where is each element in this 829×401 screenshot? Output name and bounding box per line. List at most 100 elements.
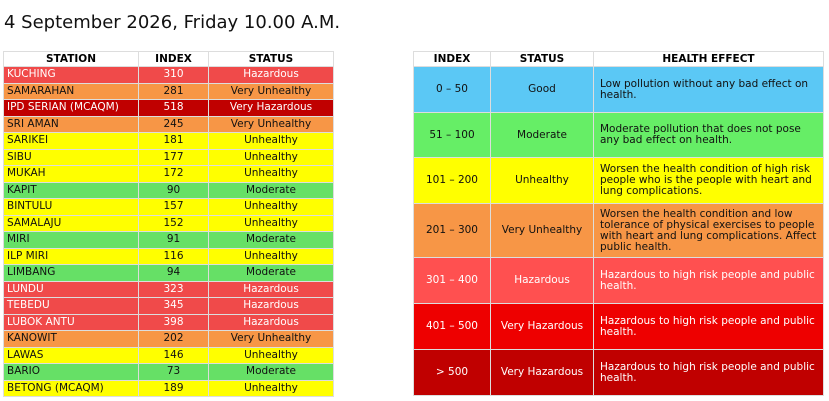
cell-effect: Worsen the health condition of high risk… [593, 157, 824, 204]
cell-index: 91 [138, 231, 209, 249]
cell-station: MUKAH [3, 165, 139, 183]
cell-status: Moderate [490, 112, 594, 158]
cell-index: 172 [138, 165, 209, 183]
table-row: LUBOK ANTU 398 Hazardous [3, 313, 334, 331]
column-header: STATUS [490, 51, 594, 67]
cell-status: Hazardous [208, 66, 334, 84]
cell-status: Unhealthy [208, 247, 334, 265]
table-row: IPD SERIAN (MCAQM) 518 Very Hazardous [3, 99, 334, 117]
table-row: BARIO 73 Moderate [3, 363, 334, 381]
cell-status: Unhealthy [208, 148, 334, 166]
cell-index: 51 – 100 [413, 112, 491, 158]
cell-station: SIBU [3, 148, 139, 166]
cell-station: KANOWIT [3, 330, 139, 348]
cell-status: Unhealthy [208, 132, 334, 150]
column-header: STATUS [208, 51, 334, 67]
cell-status: Hazardous [208, 297, 334, 315]
title: 4 September 2026, Friday 10.00 A.M. [4, 12, 341, 33]
table-row: KUCHING 310 Hazardous [3, 66, 334, 84]
cell-station: SARIKEI [3, 132, 139, 150]
cell-effect: Hazardous to high risk people and public… [593, 349, 824, 396]
cell-index: > 500 [413, 349, 491, 396]
cell-status: Very Unhealthy [208, 115, 334, 133]
cell-status: Very Unhealthy [490, 203, 594, 258]
cell-status: Moderate [208, 181, 334, 199]
table-row: BETONG (MCAQM) 189 Unhealthy [3, 379, 334, 397]
table-row: LAWAS 146 Unhealthy [3, 346, 334, 364]
cell-index: 94 [138, 264, 209, 282]
column-header: STATION [3, 51, 139, 67]
table-row: SAMALAJU 152 Unhealthy [3, 214, 334, 232]
cell-status: Unhealthy [208, 379, 334, 397]
table-row: LIMBANG 94 Moderate [3, 264, 334, 282]
cell-index: 323 [138, 280, 209, 298]
cell-index: 245 [138, 115, 209, 133]
table-row: TEBEDU 345 Hazardous [3, 297, 334, 315]
table-row: 0 – 50 Good Low pollution without any bad … [413, 66, 824, 113]
cell-index: 281 [138, 82, 209, 100]
cell-effect: Hazardous to high risk people and public… [593, 257, 824, 304]
cell-status: Hazardous [208, 280, 334, 298]
cell-status: Unhealthy [208, 214, 334, 232]
cell-index: 101 – 200 [413, 157, 491, 204]
table-row: SARIKEI 181 Unhealthy [3, 132, 334, 150]
table-row: MIRI 91 Moderate [3, 231, 334, 249]
cell-status: Very Hazardous [490, 303, 594, 350]
cell-index: 401 – 500 [413, 303, 491, 350]
cell-station: BINTULU [3, 198, 139, 216]
cell-effect: Low pollution without any bad effect on … [593, 66, 824, 113]
cell-index: 301 – 400 [413, 257, 491, 304]
table-row: BINTULU 157 Unhealthy [3, 198, 334, 216]
table-row: 301 – 400 Hazardous Hazardous to high risk… [413, 257, 824, 304]
cell-status: Unhealthy [208, 165, 334, 183]
table-row: 101 – 200 Unhealthy Worsen the health cond… [413, 157, 824, 204]
cell-station: ILP MIRI [3, 247, 139, 265]
cell-index: 202 [138, 330, 209, 348]
table-row: KAPIT 90 Moderate [3, 181, 334, 199]
table-row: SAMARAHAN 281 Very Unhealthy [3, 82, 334, 100]
cell-station: SAMARAHAN [3, 82, 139, 100]
header-row: INDEX STATUS HEALTH EFFECT [413, 51, 824, 67]
table-row: 201 – 300 Very Unhealthy Worsen the health… [413, 203, 824, 258]
cell-station: IPD SERIAN (MCAQM) [3, 99, 139, 117]
cell-index: 146 [138, 346, 209, 364]
cell-effect: Moderate pollution that does not pose an… [593, 112, 824, 158]
cell-index: 177 [138, 148, 209, 166]
cell-station: BARIO [3, 363, 139, 381]
cell-index: 201 – 300 [413, 203, 491, 258]
cell-status: Moderate [208, 363, 334, 381]
cell-status: Very Hazardous [490, 349, 594, 396]
cell-station: SRI AMAN [3, 115, 139, 133]
table-row: 401 – 500 Very Hazardous Hazardous to high… [413, 303, 824, 350]
cell-index: 181 [138, 132, 209, 150]
cell-station: LIMBANG [3, 264, 139, 282]
cell-index: 73 [138, 363, 209, 381]
cell-index: 310 [138, 66, 209, 84]
cell-index: 398 [138, 313, 209, 331]
cell-station: LAWAS [3, 346, 139, 364]
cell-index: 0 – 50 [413, 66, 491, 113]
cell-index: 152 [138, 214, 209, 232]
cell-status: Hazardous [208, 313, 334, 331]
column-header: INDEX [138, 51, 209, 67]
cell-status: Unhealthy [490, 157, 594, 204]
cell-status: Moderate [208, 231, 334, 249]
cell-status: Unhealthy [208, 346, 334, 364]
cell-effect: Hazardous to high risk people and public… [593, 303, 824, 350]
column-header: HEALTH EFFECT [593, 51, 824, 67]
legend-table: INDEX STATUS HEALTH EFFECT 0 – 50 Good Low po… [413, 51, 824, 396]
cell-status: Very Unhealthy [208, 82, 334, 100]
cell-index: 345 [138, 297, 209, 315]
header-row: STATION INDEX STATUS [3, 51, 334, 67]
table-row: ILP MIRI 116 Unhealthy [3, 247, 334, 265]
cell-status: Very Hazardous [208, 99, 334, 117]
cell-station: SAMALAJU [3, 214, 139, 232]
table-row: LUNDU 323 Hazardous [3, 280, 334, 298]
cell-status: Very Unhealthy [208, 330, 334, 348]
table-row: MUKAH 172 Unhealthy [3, 165, 334, 183]
cell-status: Unhealthy [208, 198, 334, 216]
table-row: SRI AMAN 245 Very Unhealthy [3, 115, 334, 133]
cell-index: 116 [138, 247, 209, 265]
cell-status: Moderate [208, 264, 334, 282]
